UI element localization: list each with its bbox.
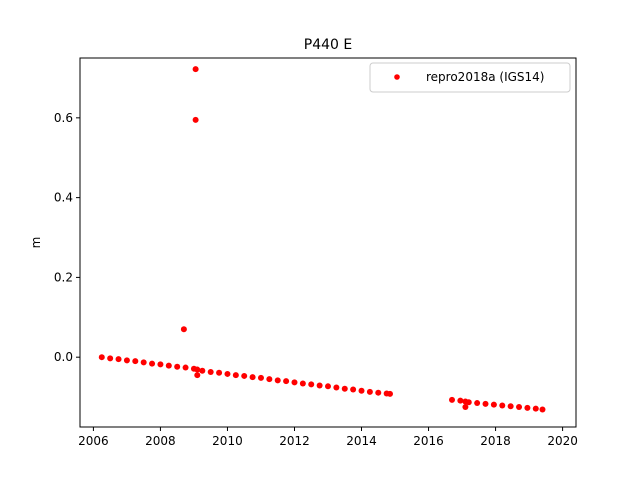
plot-frame: [79, 57, 577, 428]
legend-marker: [394, 74, 400, 80]
x-tick-label: 2016: [413, 434, 444, 448]
data-point: [490, 401, 497, 408]
data-point: [98, 354, 105, 361]
data-point: [516, 404, 523, 411]
data-point: [350, 386, 357, 393]
data-point: [192, 66, 199, 73]
data-point: [182, 364, 189, 371]
y-axis: 0.0 0.2 0.4 0.6: [54, 111, 80, 364]
points-layer: [98, 66, 546, 413]
data-point: [524, 404, 531, 411]
data-point: [257, 374, 264, 381]
x-axis: 2006 2008 2010 2012 2014 2016 2018 2020: [78, 427, 578, 448]
data-point: [449, 396, 455, 403]
x-tick-label: 2010: [212, 434, 243, 448]
data-point: [157, 361, 164, 368]
data-point: [107, 355, 114, 362]
data-point: [149, 360, 156, 367]
data-point: [457, 397, 464, 404]
data-point: [283, 378, 290, 385]
x-tick-label: 2012: [279, 434, 310, 448]
data-point: [132, 358, 139, 365]
data-point: [192, 116, 199, 123]
y-tick-label: 0.0: [54, 350, 73, 364]
data-point: [291, 379, 298, 386]
legend-box: [369, 62, 571, 93]
data-point: [532, 405, 539, 412]
data-point: [140, 359, 147, 366]
x-tick-label: 2018: [480, 434, 511, 448]
data-point: [325, 383, 331, 390]
data-point: [308, 381, 315, 388]
data-point: [507, 403, 514, 410]
data-point: [462, 404, 469, 411]
data-point: [316, 382, 323, 389]
data-point: [194, 366, 201, 373]
legend-label: repro2018a (IGS14): [426, 70, 544, 84]
y-tick-label: 0.4: [54, 191, 73, 205]
data-point: [249, 374, 256, 381]
data-point: [358, 387, 365, 394]
data-point: [199, 367, 206, 374]
data-point: [207, 368, 214, 375]
data-point: [180, 326, 187, 333]
y-tick-label: 0.6: [54, 111, 73, 125]
data-point: [241, 372, 248, 379]
data-point: [224, 370, 231, 377]
legend: repro2018a (IGS14): [369, 62, 571, 93]
data-point: [115, 356, 122, 363]
data-point: [299, 380, 306, 387]
data-point: [194, 372, 201, 379]
data-point: [274, 377, 281, 384]
data-point: [266, 376, 273, 383]
data-point: [375, 389, 382, 396]
data-point: [123, 357, 130, 364]
data-point: [499, 402, 506, 409]
data-point: [232, 372, 239, 379]
x-tick-label: 2006: [78, 434, 109, 448]
data-point: [482, 400, 489, 407]
data-point: [174, 363, 181, 370]
data-point: [474, 400, 481, 407]
x-tick-label: 2008: [145, 434, 176, 448]
data-point: [333, 384, 340, 391]
data-point: [366, 388, 373, 395]
y-tick-label: 0.2: [54, 270, 73, 284]
data-point: [387, 390, 393, 397]
data-point: [341, 385, 348, 392]
data-point: [165, 362, 172, 369]
data-point: [539, 406, 546, 413]
data-point: [216, 369, 223, 376]
y-axis-label: m: [29, 237, 43, 249]
chart-title: P440 E: [304, 37, 352, 53]
data-point: [465, 399, 472, 406]
x-tick-label: 2020: [547, 434, 578, 448]
x-tick-label: 2014: [346, 434, 377, 448]
